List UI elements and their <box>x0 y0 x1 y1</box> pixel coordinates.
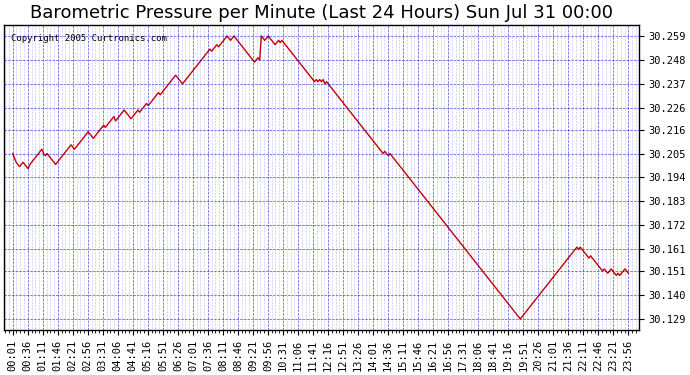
Text: Copyright 2005 Curtronics.com: Copyright 2005 Curtronics.com <box>10 34 166 43</box>
Title: Barometric Pressure per Minute (Last 24 Hours) Sun Jul 31 00:00: Barometric Pressure per Minute (Last 24 … <box>30 4 613 22</box>
